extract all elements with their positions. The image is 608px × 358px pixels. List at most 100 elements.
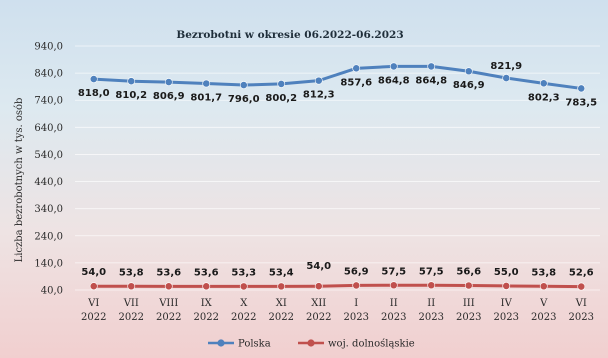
- y-axis-ticks: 40,0 140,0 240,0 340,0 440,0 540,0 640,0 740,0 8…: [34, 42, 63, 297]
- x-tick-label: 2022: [269, 312, 294, 323]
- data-point: [427, 62, 436, 71]
- data-label: 783,5: [565, 97, 597, 108]
- data-label: 53,6: [156, 267, 181, 278]
- data-point: [277, 80, 286, 88]
- data-point: [239, 282, 248, 291]
- data-point: [577, 84, 586, 93]
- data-point: [577, 282, 586, 291]
- data-label: 56,6: [456, 266, 481, 277]
- data-label: 55,0: [494, 267, 519, 278]
- data-point: [127, 282, 136, 291]
- x-tick-label: II: [427, 298, 435, 309]
- y-tick-label: 440,0: [34, 177, 63, 188]
- data-label: 806,9: [153, 91, 185, 102]
- y-tick-label: 840,0: [34, 69, 63, 80]
- x-tick-label: VIII: [158, 298, 178, 309]
- data-label: 802,3: [528, 92, 560, 103]
- x-tick-label: II: [390, 298, 398, 309]
- x-tick-label: I: [354, 298, 358, 309]
- data-label: 57,5: [419, 266, 444, 277]
- x-tick-label: 2022: [306, 312, 331, 323]
- data-label: 846,9: [453, 80, 485, 91]
- x-tick-label: XII: [311, 298, 326, 309]
- x-tick-label: 2023: [419, 312, 444, 323]
- x-tick-label: 2022: [194, 312, 219, 323]
- y-tick-label: 940,0: [34, 42, 63, 53]
- data-point: [352, 64, 361, 73]
- y-tick-label: 340,0: [34, 204, 63, 215]
- x-tick-label: VI: [87, 298, 99, 309]
- data-point: [164, 282, 173, 291]
- data-label: 52,6: [569, 268, 594, 279]
- data-point: [89, 75, 98, 83]
- legend: Polska woj. dolnośląskie: [208, 339, 415, 350]
- series-line-dolnoslaskie: [92, 283, 583, 289]
- x-tick-label: 2022: [119, 312, 144, 323]
- data-label: 857,6: [340, 77, 372, 88]
- data-point: [127, 77, 136, 86]
- x-tick-label: 2022: [81, 312, 106, 323]
- x-tick-label: 2023: [569, 312, 594, 323]
- data-point: [427, 281, 436, 290]
- x-tick-label: IX: [201, 298, 213, 309]
- series-lines: [89, 62, 586, 291]
- legend-label: woj. dolnośląskie: [328, 339, 415, 350]
- data-point: [502, 282, 511, 290]
- legend-swatch-marker: [307, 339, 315, 347]
- data-point: [89, 282, 98, 291]
- data-point: [539, 282, 548, 291]
- legend-label: Polska: [238, 339, 271, 350]
- data-point: [389, 281, 398, 290]
- y-tick-label: 240,0: [34, 231, 63, 242]
- data-label: 53,4: [269, 267, 294, 278]
- data-label: 57,5: [381, 266, 406, 277]
- data-label: 54,0: [81, 267, 106, 278]
- data-label: 818,0: [78, 88, 110, 99]
- data-point: [502, 74, 511, 82]
- x-tick-label: 2023: [381, 312, 406, 323]
- y-tick-label: 140,0: [34, 258, 63, 269]
- chart-title: Bezrobotni w okresie 06.2022-06.2023: [176, 29, 403, 41]
- x-tick-label: 2022: [156, 312, 181, 323]
- x-tick-label: 2023: [494, 312, 519, 323]
- x-axis-ticks: VI2022VII2022VIII2022IX2022X2022XI2022XI…: [81, 298, 594, 323]
- data-label: 53,8: [531, 267, 556, 278]
- data-label: 821,9: [490, 61, 522, 72]
- data-label: 800,2: [265, 93, 297, 104]
- legend-swatch-marker: [217, 339, 225, 347]
- data-point: [314, 76, 323, 85]
- data-label: 801,7: [190, 92, 222, 103]
- data-point: [464, 67, 473, 76]
- data-label: 56,9: [344, 266, 369, 277]
- data-label: 53,8: [119, 267, 144, 278]
- data-label: 54,0: [306, 261, 331, 272]
- data-point: [164, 78, 173, 86]
- data-point: [202, 282, 211, 291]
- y-axis-label: Liczba bezrobotnych w tys. osób: [14, 98, 25, 263]
- y-tick-label: 540,0: [34, 150, 63, 161]
- x-tick-label: 2023: [456, 312, 481, 323]
- data-point: [352, 281, 361, 290]
- x-tick-label: X: [240, 298, 248, 309]
- x-tick-label: VII: [123, 298, 139, 309]
- x-tick-label: VI: [575, 298, 587, 309]
- y-tick-label: 640,0: [34, 123, 63, 134]
- x-tick-label: 2023: [531, 312, 556, 323]
- series-line-polska: [92, 64, 583, 90]
- data-label: 810,2: [115, 90, 147, 101]
- data-label: 53,3: [231, 267, 256, 278]
- data-point: [314, 282, 323, 291]
- x-tick-label: XI: [276, 298, 287, 309]
- data-labels: 818,0 810,2 806,9 801,7 796,0 800,2 812,3 857,6…: [78, 61, 597, 279]
- x-tick-label: 2022: [231, 312, 256, 323]
- y-tick-label: 40,0: [41, 286, 63, 297]
- x-tick-label: III: [463, 298, 475, 309]
- data-label: 812,3: [303, 90, 335, 101]
- data-label: 864,8: [378, 75, 410, 86]
- data-point: [464, 281, 473, 290]
- data-label: 864,8: [415, 75, 447, 86]
- x-tick-label: IV: [501, 298, 513, 309]
- data-label: 53,6: [194, 267, 219, 278]
- data-point: [239, 81, 248, 89]
